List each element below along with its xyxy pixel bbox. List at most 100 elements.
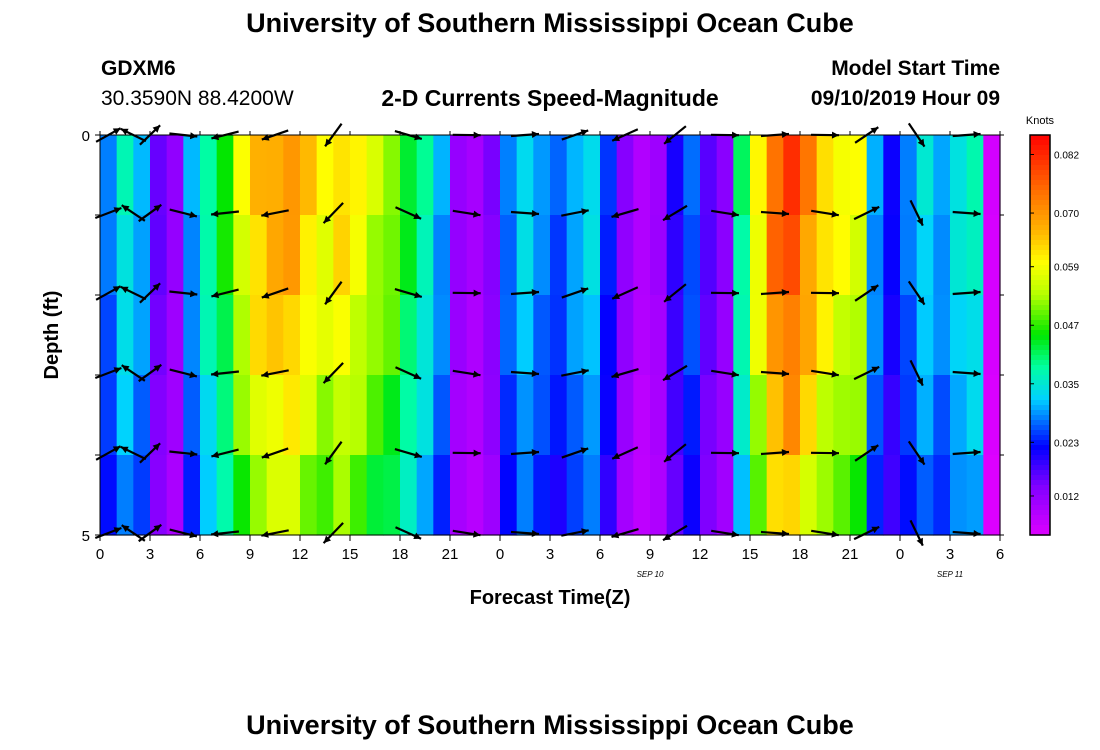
heatmap-cell bbox=[633, 295, 651, 376]
heatmap-cell bbox=[316, 455, 334, 536]
heatmap-cell bbox=[250, 135, 268, 216]
heatmap-cell bbox=[166, 295, 184, 376]
heatmap-cell bbox=[383, 455, 401, 536]
heatmap-cell bbox=[983, 375, 1001, 456]
heatmap-cell bbox=[550, 215, 568, 296]
colorbar-segment bbox=[1030, 335, 1050, 341]
heatmap-cell bbox=[750, 375, 768, 456]
heatmap-cell bbox=[600, 455, 618, 536]
current-arrow-head bbox=[973, 289, 981, 296]
colorbar-segment bbox=[1030, 190, 1050, 196]
current-arrow-head bbox=[120, 286, 129, 294]
heatmap-cell bbox=[966, 295, 984, 376]
heatmap-cell bbox=[216, 295, 234, 376]
colorbar-segment bbox=[1030, 530, 1050, 536]
heatmap-cell bbox=[816, 295, 834, 376]
colorbar-segment bbox=[1030, 385, 1050, 391]
current-arrow-head bbox=[731, 370, 739, 378]
current-arrow-head bbox=[781, 530, 789, 537]
heatmap-cell bbox=[116, 215, 134, 296]
heatmap-cell bbox=[650, 375, 668, 456]
heatmap-cell bbox=[583, 295, 601, 376]
colorbar-segment bbox=[1030, 155, 1050, 161]
current-arrow-head bbox=[211, 370, 219, 378]
heatmap-cell bbox=[833, 455, 851, 536]
x-tick-label: 21 bbox=[842, 546, 859, 563]
colorbar-segment bbox=[1030, 195, 1050, 201]
current-arrow-head bbox=[917, 138, 925, 147]
current-arrow-head bbox=[413, 212, 422, 219]
heatmap-cell bbox=[600, 135, 618, 216]
current-arrow-head bbox=[831, 210, 839, 218]
heatmap-cell bbox=[550, 375, 568, 456]
heatmap-cell bbox=[500, 375, 518, 456]
heatmap-cell bbox=[466, 455, 484, 536]
heatmap-cell bbox=[583, 215, 601, 296]
heatmap-cell bbox=[183, 375, 201, 456]
heatmap-cell bbox=[400, 215, 418, 296]
x-tick-label: 6 bbox=[196, 546, 204, 563]
heatmap-cell bbox=[550, 135, 568, 216]
current-arrow-head bbox=[473, 289, 481, 297]
heatmap-cell bbox=[300, 215, 318, 296]
heatmap-cell bbox=[333, 375, 351, 456]
colorbar-segment bbox=[1030, 180, 1050, 186]
heatmap-cell bbox=[466, 375, 484, 456]
colorbar-segment bbox=[1030, 455, 1050, 461]
current-arrow-head bbox=[152, 443, 161, 451]
colorbar-segment bbox=[1030, 185, 1050, 191]
heatmap-cell bbox=[133, 295, 151, 376]
current-arrow-head bbox=[211, 451, 220, 459]
x-tick-label: 6 bbox=[996, 546, 1004, 563]
colorbar-segment bbox=[1030, 300, 1050, 306]
colorbar-segment bbox=[1030, 325, 1050, 331]
colorbar-tick-label: 0.070 bbox=[1054, 209, 1079, 220]
colorbar-segment bbox=[1030, 135, 1050, 141]
heatmap-cell bbox=[966, 455, 984, 536]
heatmap-cell bbox=[283, 135, 301, 216]
heatmap-cell bbox=[866, 455, 884, 536]
current-arrow-head bbox=[211, 133, 220, 141]
colorbar-segment bbox=[1030, 215, 1050, 221]
colorbar-unit-label: Knots bbox=[1026, 115, 1055, 127]
heatmap-cell bbox=[566, 455, 584, 536]
heatmap-cell bbox=[766, 215, 784, 296]
heatmap-cell bbox=[566, 215, 584, 296]
current-arrow-head bbox=[831, 370, 839, 378]
heatmap-cell bbox=[516, 135, 534, 216]
heatmap-cell bbox=[266, 455, 284, 536]
heatmap-cell bbox=[566, 135, 584, 216]
colorbar-segment bbox=[1030, 510, 1050, 516]
colorbar-segment bbox=[1030, 500, 1050, 506]
heatmap-cell bbox=[600, 375, 618, 456]
heatmap-cell bbox=[950, 135, 968, 216]
heatmap-cell bbox=[883, 295, 901, 376]
heatmap-cell bbox=[750, 135, 768, 216]
heatmap-cell bbox=[883, 215, 901, 296]
heatmap-cell bbox=[550, 295, 568, 376]
heatmap-cell bbox=[850, 135, 868, 216]
heatmap-cell bbox=[633, 215, 651, 296]
current-arrow-head bbox=[211, 210, 219, 218]
colorbar-segment bbox=[1030, 445, 1050, 451]
heatmap-cell bbox=[916, 455, 934, 536]
heatmap-cell bbox=[433, 135, 451, 216]
x-tick-label: 3 bbox=[546, 546, 554, 563]
heatmap-cell bbox=[533, 215, 551, 296]
heatmap-cell bbox=[283, 375, 301, 456]
heatmap-cell bbox=[216, 135, 234, 216]
heatmap-cell bbox=[683, 215, 701, 296]
current-arrow-head bbox=[731, 289, 739, 297]
colorbar-segment bbox=[1030, 170, 1050, 176]
heatmap-cell bbox=[700, 295, 718, 376]
heatmap-cell bbox=[200, 455, 218, 536]
current-arrow-head bbox=[325, 456, 333, 465]
colorbar-segment bbox=[1030, 285, 1050, 291]
current-arrow-head bbox=[120, 128, 129, 136]
heatmap-cell bbox=[350, 455, 368, 536]
heatmap-cell bbox=[266, 375, 284, 456]
colorbar-segment bbox=[1030, 210, 1050, 216]
colorbar-segment bbox=[1030, 255, 1050, 261]
colorbar-segment bbox=[1030, 460, 1050, 466]
heatmap-cell bbox=[266, 215, 284, 296]
